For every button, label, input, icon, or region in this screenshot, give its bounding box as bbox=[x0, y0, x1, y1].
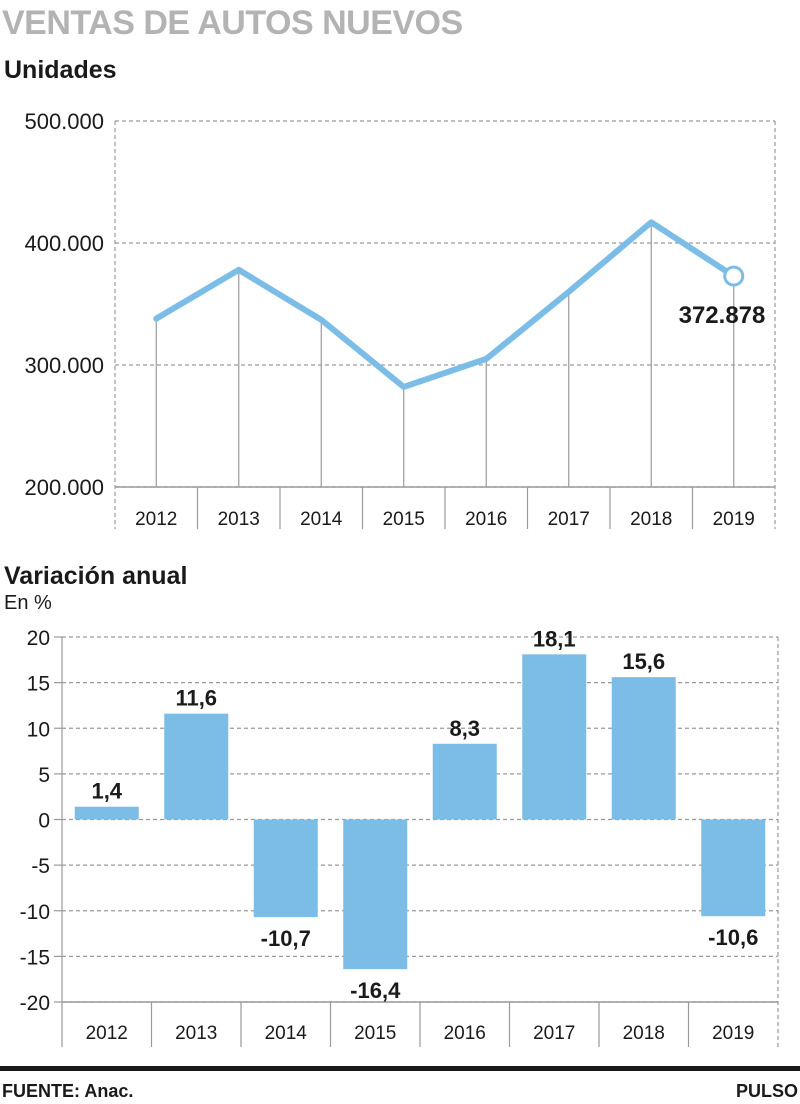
footer-rule bbox=[0, 1066, 800, 1071]
bar-value-label: -10,7 bbox=[261, 926, 311, 951]
x-tick-label: 2016 bbox=[465, 509, 507, 530]
x-tick-label: 2013 bbox=[218, 509, 260, 530]
x-tick-label: 2017 bbox=[548, 509, 590, 530]
x-tick-label: 2018 bbox=[623, 1023, 665, 1044]
y-tick-label: -20 bbox=[20, 992, 50, 1015]
x-tick-label: 2018 bbox=[630, 509, 672, 530]
bar-chart-title: Variación anual bbox=[4, 562, 188, 590]
last-point-marker bbox=[723, 265, 745, 287]
bar-value-label: -16,4 bbox=[350, 978, 401, 1003]
bar bbox=[74, 806, 139, 820]
x-tick-label: 2013 bbox=[175, 1023, 217, 1044]
y-tick-label: -15 bbox=[20, 946, 50, 969]
bar-value-label: 18,1 bbox=[533, 626, 576, 651]
x-tick-label: 2015 bbox=[383, 509, 425, 530]
y-tick-label: -5 bbox=[31, 855, 50, 878]
y-tick-label: 0 bbox=[38, 810, 50, 833]
x-tick-label: 2012 bbox=[86, 1023, 128, 1044]
footer-source: FUENTE: Anac. bbox=[2, 1081, 134, 1101]
x-tick-label: 2017 bbox=[533, 1023, 575, 1044]
bar bbox=[253, 819, 318, 918]
bar-value-label: -10,6 bbox=[708, 925, 758, 950]
y-tick-label: 500.000 bbox=[24, 109, 104, 134]
x-tick-label: 2012 bbox=[135, 509, 177, 530]
bar-value-label: 15,6 bbox=[622, 649, 665, 674]
y-tick-label: 20 bbox=[27, 627, 50, 650]
y-tick-label: 300.000 bbox=[24, 353, 104, 378]
line-chart-title: Unidades bbox=[4, 56, 117, 84]
bar-value-label: 8,3 bbox=[449, 716, 480, 741]
y-tick-label: 400.000 bbox=[24, 231, 104, 256]
bar-value-label: 1,4 bbox=[91, 779, 122, 804]
series-line bbox=[153, 219, 737, 390]
y-tick-label: 10 bbox=[27, 718, 50, 741]
bar bbox=[522, 654, 587, 820]
bar bbox=[432, 743, 497, 820]
footer-brand: PULSO bbox=[735, 1081, 798, 1101]
x-tick-label: 2014 bbox=[265, 1023, 308, 1044]
chart-title: VENTAS DE AUTOS NUEVOS bbox=[2, 4, 463, 42]
y-tick-label: -10 bbox=[20, 901, 50, 924]
x-tick-label: 2014 bbox=[300, 509, 343, 530]
last-value-label: 372.878 bbox=[679, 302, 766, 329]
y-tick-label: 200.000 bbox=[24, 475, 104, 500]
x-tick-label: 2019 bbox=[713, 509, 755, 530]
bar bbox=[611, 677, 676, 820]
line-chart: 200.000 300.000 400.000 500.000 2012 2013 2014… bbox=[24, 109, 776, 530]
bar bbox=[701, 819, 766, 917]
y-tick-label: 5 bbox=[38, 764, 50, 787]
bar bbox=[164, 713, 229, 820]
x-tick-label: 2015 bbox=[354, 1023, 396, 1044]
bar bbox=[343, 819, 408, 970]
bar-value-label: 11,6 bbox=[175, 686, 217, 711]
y-tick-label: 15 bbox=[27, 673, 50, 696]
x-tick-label: 2016 bbox=[444, 1023, 486, 1044]
bar-chart-unit-label: En % bbox=[4, 592, 52, 614]
x-tick-label: 2019 bbox=[712, 1023, 754, 1044]
